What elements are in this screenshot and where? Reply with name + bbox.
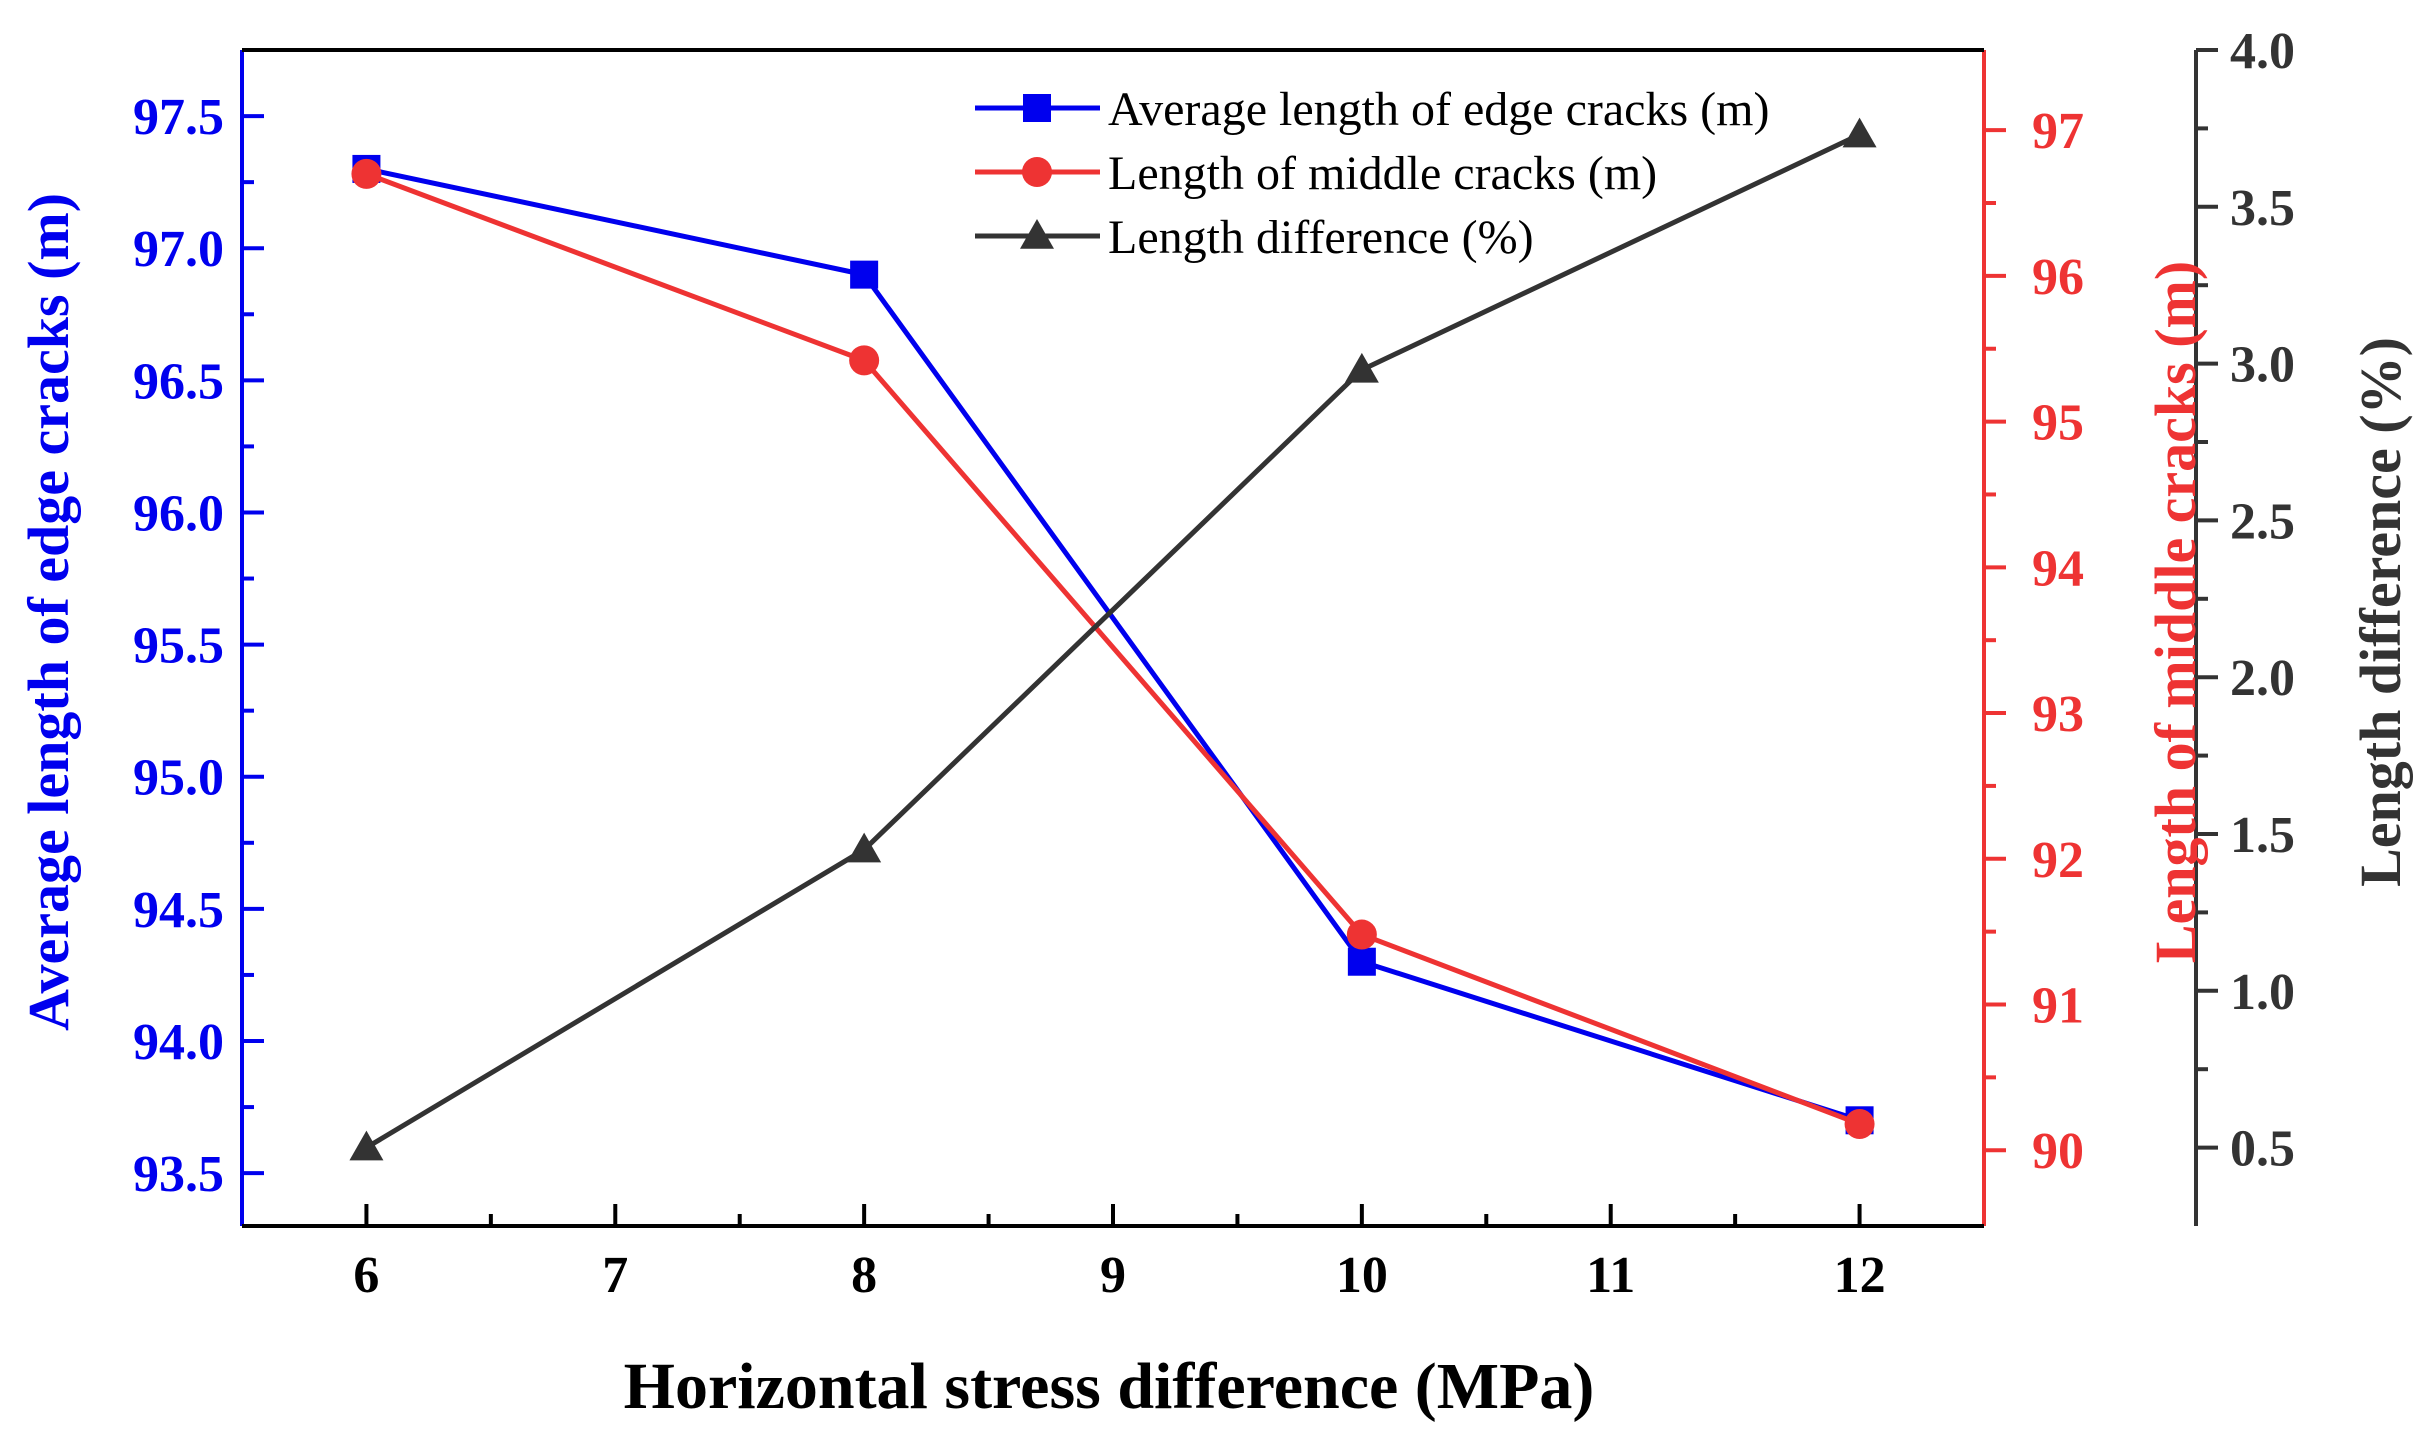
axes-layer: 6 7 8 9 10 11 12 93.5 94.0 94.5 95.0 95.5 96.0 96.5 97… — [133, 23, 2295, 1304]
left-tick-label: 95.0 — [133, 750, 224, 807]
left-tick-label: 97.5 — [133, 89, 224, 146]
far-right-tick-label: 3.5 — [2230, 180, 2295, 237]
right-tick-label: 92 — [2032, 832, 2084, 889]
right-tick-label: 90 — [2032, 1123, 2084, 1180]
right-tick-label: 95 — [2032, 395, 2084, 452]
left-tick-label: 95.5 — [133, 618, 224, 675]
far-right-tick-label: 2.5 — [2230, 493, 2295, 550]
x-tick-label: 8 — [851, 1247, 877, 1304]
far-right-tick-label: 3.0 — [2230, 337, 2295, 394]
data-point-right — [1346, 919, 1377, 950]
legend-marker — [1023, 94, 1051, 122]
data-point-left — [850, 260, 879, 289]
series-layer — [349, 117, 1877, 1161]
right-axis-label: Length of middle cracks (m) — [2143, 261, 2208, 963]
right-tick-label: 91 — [2032, 977, 2084, 1034]
data-point-far_right — [1842, 117, 1877, 148]
left-tick-label: 96.5 — [133, 353, 224, 410]
left-tick-label: 96.0 — [133, 485, 224, 542]
x-tick-label: 7 — [602, 1247, 628, 1304]
far-right-tick-label: 2.0 — [2230, 650, 2295, 707]
left-tick-label: 94.5 — [133, 882, 224, 939]
x-tick-label: 9 — [1100, 1247, 1126, 1304]
x-tick-label: 6 — [353, 1247, 379, 1304]
left-axis-label: Average length of edge cracks (m) — [16, 193, 81, 1031]
legend-label: Length of middle cracks (m) — [1108, 147, 1657, 200]
left-tick-label: 97.0 — [133, 221, 224, 278]
x-tick-label: 11 — [1586, 1247, 1635, 1304]
series-line-left — [365, 166, 1861, 1123]
x-axis-label: Horizontal stress difference (MPa) — [624, 1350, 1595, 1423]
data-point-far_right — [349, 1130, 384, 1161]
left-tick-label: 93.5 — [133, 1146, 224, 1203]
right-tick-label: 96 — [2032, 249, 2084, 306]
right-tick-label: 93 — [2032, 686, 2084, 743]
x-tick-label: 12 — [1834, 1247, 1886, 1304]
axis-labels: Horizontal stress difference (MPa) Avera… — [16, 193, 2413, 1423]
far-right-axis-label: Length difference (%) — [2348, 337, 2413, 887]
data-point-far_right — [1344, 352, 1379, 383]
legend-marker — [1020, 219, 1054, 249]
far-right-tick-label: 1.0 — [2230, 964, 2295, 1021]
far-right-tick-label: 1.5 — [2230, 807, 2295, 864]
data-point-far_right — [847, 832, 882, 863]
far-right-tick-label: 0.5 — [2230, 1121, 2295, 1178]
right-tick-label: 97 — [2032, 103, 2084, 160]
data-point-right — [849, 345, 880, 376]
right-tick-label: 94 — [2032, 540, 2084, 597]
series-line-far_right — [365, 132, 1861, 1150]
legend-label: Length difference (%) — [1108, 211, 1534, 264]
legend-label: Average length of edge cracks (m) — [1108, 83, 1769, 136]
far-right-tick-label: 4.0 — [2230, 23, 2295, 80]
series-line-right — [365, 171, 1861, 1127]
left-tick-label: 94.0 — [133, 1014, 224, 1071]
legend: Average length of edge cracks (m) Length … — [975, 83, 1769, 264]
legend-marker — [1022, 157, 1052, 187]
data-point-right — [1844, 1108, 1875, 1139]
data-point-left — [1347, 947, 1376, 976]
x-tick-label: 10 — [1336, 1247, 1388, 1304]
data-point-right — [351, 158, 382, 189]
